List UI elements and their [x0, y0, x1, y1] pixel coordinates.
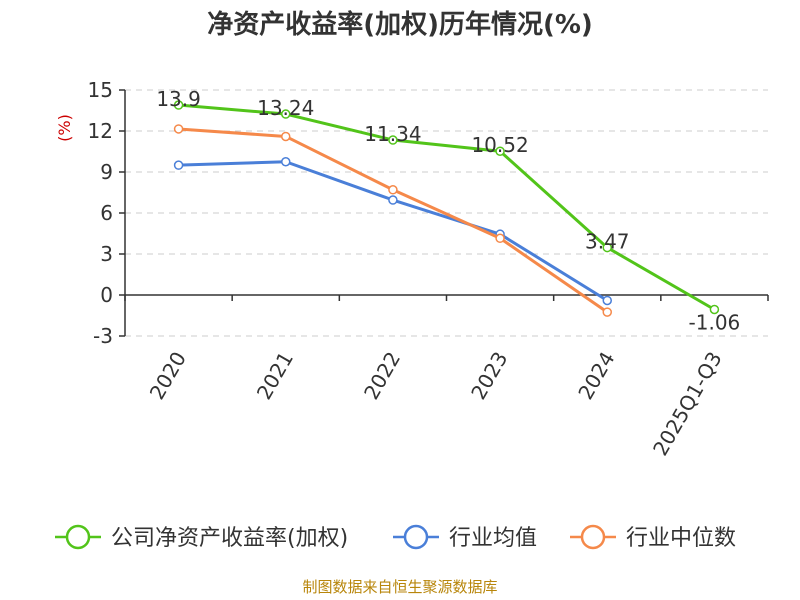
data-point — [281, 109, 291, 119]
data-point — [388, 135, 398, 145]
series-line — [178, 127, 609, 314]
legend-label: 公司净资产收益率(加权) — [111, 526, 348, 551]
y-tick-label: 0 — [100, 283, 113, 307]
data-point — [388, 195, 398, 205]
chart-title: 净资产收益率(加权)历年情况(%) — [207, 9, 593, 40]
legend-item-1: 行业均值 — [393, 524, 537, 551]
y-tick-label: 15 — [88, 78, 113, 102]
x-tick-label: 2022 — [359, 348, 405, 404]
y-tick-label: 6 — [100, 201, 113, 225]
data-point — [173, 124, 184, 134]
legend-item-2: 行业中位数 — [570, 524, 736, 551]
data-label: 13.9 — [156, 87, 201, 111]
legend-item-0: 公司净资产收益率(加权) — [55, 524, 348, 551]
x-tick-label: 2021 — [252, 348, 298, 404]
data-point — [281, 131, 291, 142]
y-tick-label: 12 — [88, 119, 113, 143]
series-lines — [173, 100, 720, 317]
data-point — [709, 304, 720, 315]
data-labels: 13.9 13.24 11.34 10.52 3.47 -1.06 — [156, 87, 740, 334]
data-point — [281, 157, 291, 167]
legend-label: 行业中位数 — [626, 526, 736, 551]
y-tick-label: 3 — [100, 242, 113, 266]
legend-marker — [403, 524, 429, 550]
y-axis-label: (%) — [55, 114, 74, 142]
legend-marker — [65, 524, 91, 550]
legend: 公司净资产收益率(加权) 行业均值 行业中位数 — [55, 524, 736, 551]
y-tick-label: -3 — [93, 324, 113, 348]
data-point — [495, 146, 505, 156]
data-point — [602, 295, 612, 306]
x-tick-label: 2024 — [573, 348, 619, 404]
legend-marker — [580, 524, 606, 550]
series-0 — [173, 100, 720, 315]
axes: 15 12 9 6 3 0 -3 2020 2021 2022 2023 2024 2025Q1-Q3 — [88, 78, 769, 460]
x-tick-label: 2020 — [145, 348, 191, 404]
x-tick-label: 2023 — [466, 348, 512, 404]
legend-label: 行业均值 — [449, 526, 537, 551]
data-point — [602, 307, 612, 317]
data-point — [602, 242, 612, 253]
data-point — [173, 160, 184, 170]
series-line — [178, 160, 609, 302]
data-label: 13.24 — [257, 96, 314, 120]
series-2 — [173, 124, 612, 317]
series-1 — [173, 157, 612, 306]
y-tick-label: 9 — [100, 160, 113, 184]
data-point — [173, 100, 184, 110]
data-point — [388, 185, 398, 195]
data-label: 10.52 — [471, 133, 528, 157]
source-note: 制图数据来自恒生聚源数据库 — [302, 578, 497, 596]
data-label: 3.47 — [585, 230, 630, 254]
data-point — [495, 233, 505, 244]
x-tick-label: 2025Q1-Q3 — [648, 348, 727, 460]
data-label: 11.34 — [364, 122, 421, 146]
series-line — [178, 103, 716, 311]
data-label: -1.06 — [689, 310, 741, 334]
